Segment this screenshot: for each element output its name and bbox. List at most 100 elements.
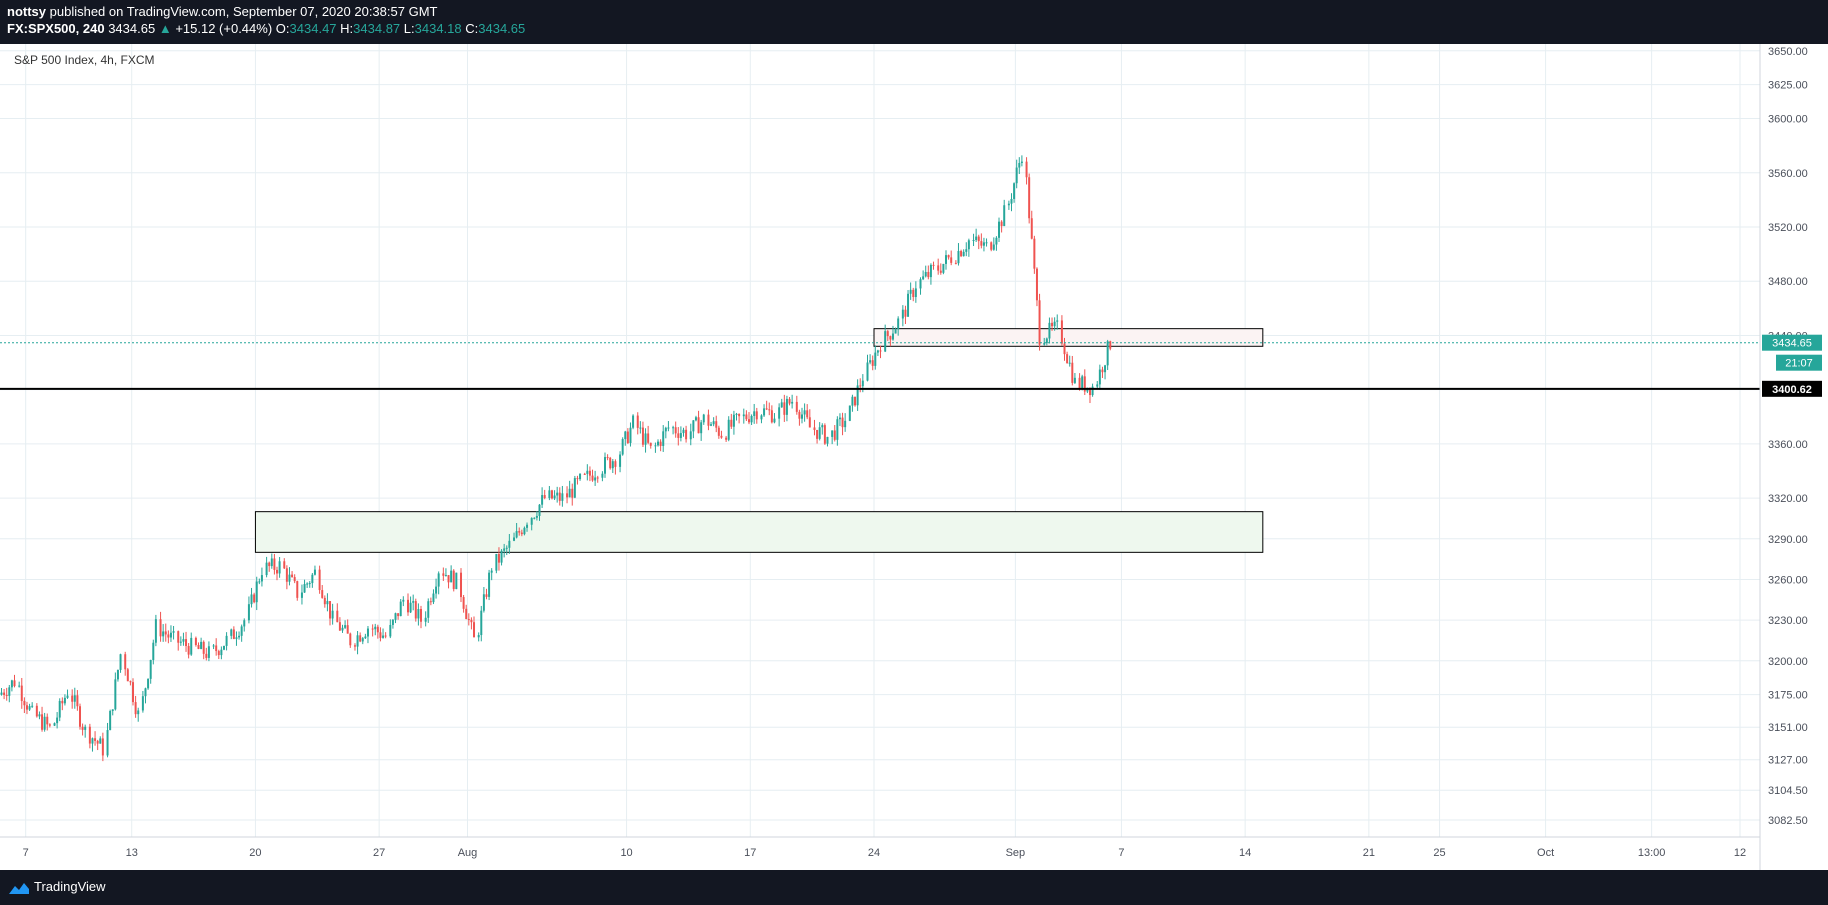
candle-body [43,716,46,730]
chart-title: S&P 500 Index, 4h, FXCM [14,53,155,67]
candle-body [803,410,806,415]
candle-body [639,427,642,429]
candle-body [662,431,665,446]
candle-body [91,738,94,744]
candle-body [81,726,84,730]
candle-body [520,532,523,535]
candle-body [467,619,470,621]
candle-body [677,433,680,438]
candle-body [1025,161,1028,178]
candle-body [967,240,970,250]
candle-body [406,599,409,613]
candle-body [689,431,692,440]
candle-body [253,594,256,603]
candle-body [641,427,644,445]
candle-body [482,594,485,611]
price-tick-label: 3104.50 [1768,785,1808,797]
candle-body [821,425,824,428]
time-tick-label: Oct [1537,847,1554,859]
author-name[interactable]: nottsy [7,4,46,19]
candle-body [795,401,798,412]
candle-body [182,639,185,642]
candle-body [816,429,819,439]
last-price-tag-text: 3434.65 [1772,338,1812,350]
tradingview-logo-icon[interactable] [8,881,30,895]
candle-body [71,695,74,702]
time-tick-label: Sep [1006,847,1026,859]
candle-body [389,624,392,637]
candle-body [530,518,533,525]
candle-body [230,629,233,636]
candle-body [717,427,720,436]
candle-body [848,405,851,421]
candle-body [417,609,420,619]
price-tick-label: 3320.00 [1768,493,1808,505]
candle-body [1109,341,1112,349]
candle-body [725,437,728,440]
price-tick-label: 3520.00 [1768,222,1808,234]
candle-body [1106,341,1109,366]
tradingview-brand[interactable]: TradingView [34,879,106,894]
price-axis-panel[interactable] [1760,44,1828,870]
candle-body [768,409,771,411]
candle-body [596,477,599,479]
candle-body [798,411,801,419]
candle-body [907,293,910,317]
candle-body [35,705,38,717]
candle-body [134,702,137,715]
candle-body [455,572,458,590]
candle-body [720,435,723,438]
candle-body [124,654,127,670]
candle-body [657,441,660,446]
candle-body [1000,221,1003,227]
candle-body [1035,268,1038,301]
price-chart[interactable]: 3650.00 3625.00 3600.00 3560.00 3520.00 3480.… [0,44,1828,870]
resistance-zone[interactable] [873,328,1264,347]
candle-body [929,264,932,278]
candle-body [611,461,614,469]
candle-body [621,439,624,455]
candle-body [985,242,988,244]
support-zone[interactable] [254,511,1264,553]
candle-body [785,398,788,415]
price-tick-label: 3082.50 [1768,815,1808,827]
open-label: O: [275,21,290,36]
candle-body [488,572,491,597]
chart-area[interactable]: 3650.00 3625.00 3600.00 3560.00 3520.00 3480.… [0,44,1828,870]
candle-body [114,679,117,710]
candle-body [162,631,165,637]
candle-body [48,724,51,726]
last-price-tag [1762,334,1822,351]
candle-body [452,570,455,590]
candle-body [649,442,652,446]
candle-body [346,625,349,634]
candle-body [270,558,273,567]
candle-body [159,619,162,637]
candle-body [619,454,622,467]
symbol-label[interactable]: FX:SPX500, 240 [7,21,105,36]
candle-body [992,244,995,250]
candle-body [884,331,887,352]
candle-body [185,639,188,647]
price-tick-label: 3200.00 [1768,656,1808,668]
candle-body [1101,369,1104,373]
candle-body [515,531,518,538]
time-tick-label: 7 [1118,847,1124,859]
candle-body [763,408,766,416]
candle-body [132,682,135,703]
candle-body [200,641,203,649]
candle-body [1104,365,1107,373]
candle-body [402,599,405,602]
candle-body [462,597,465,609]
candle-body [394,613,397,620]
candle-body [745,414,748,420]
candle-body [932,264,935,266]
candle-body [28,706,31,710]
candle-body [361,638,364,642]
candle-body [53,723,56,726]
candle-body [629,427,632,444]
candle-body [942,263,945,273]
price-tick-label: 3127.00 [1768,755,1808,767]
candle-body [141,696,144,711]
candle-body [747,419,750,423]
